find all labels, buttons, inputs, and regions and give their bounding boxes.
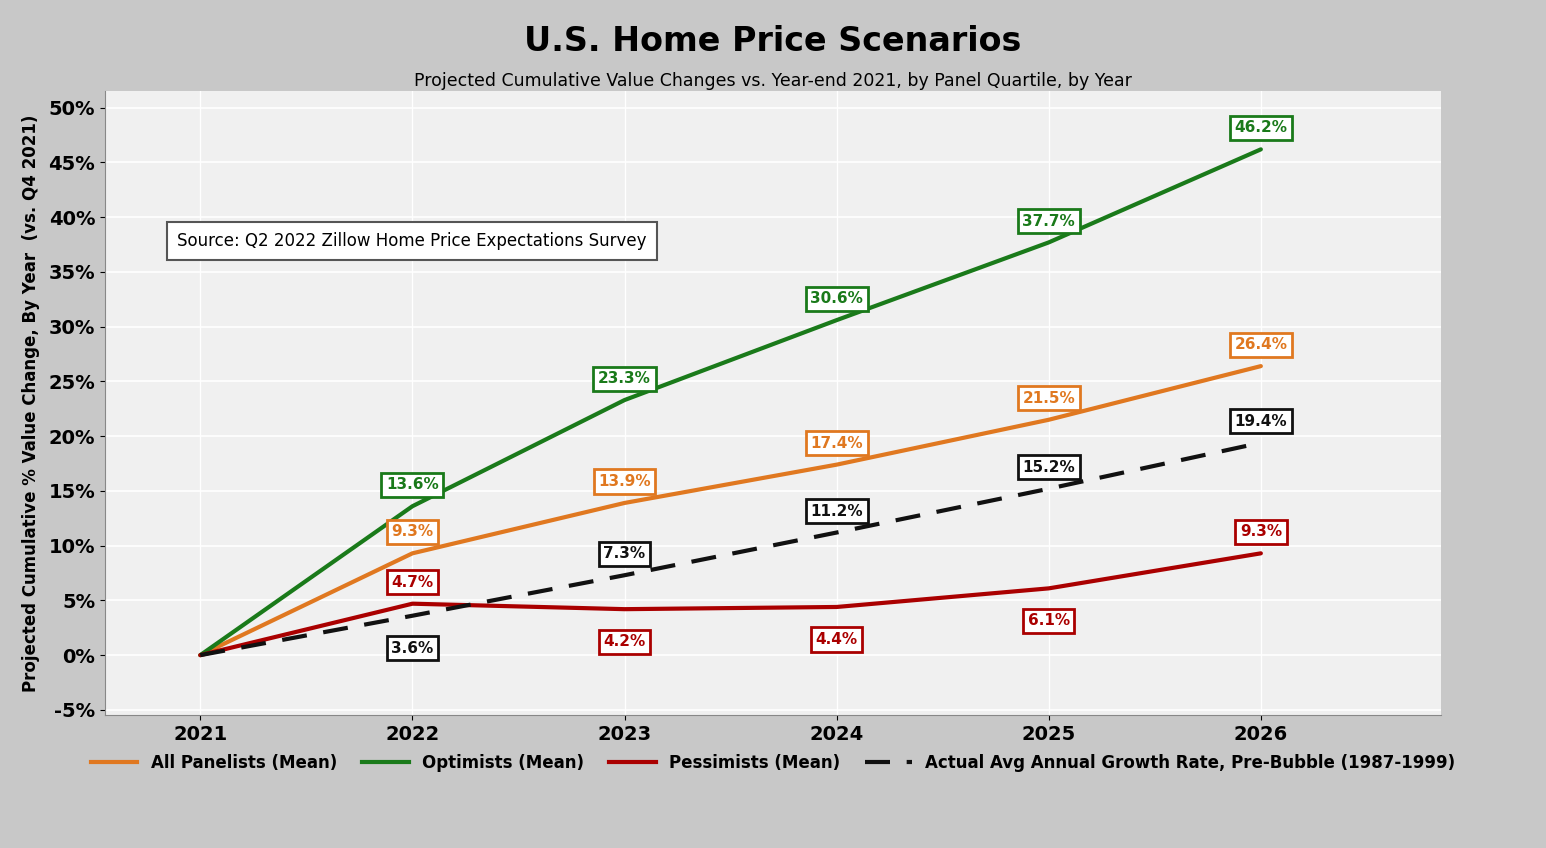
Text: 7.3%: 7.3% (603, 546, 646, 561)
Text: Projected Cumulative Value Changes vs. Year-end 2021, by Panel Quartile, by Year: Projected Cumulative Value Changes vs. Y… (414, 72, 1132, 90)
Text: 13.6%: 13.6% (386, 477, 439, 493)
Text: 11.2%: 11.2% (810, 504, 863, 519)
Text: 3.6%: 3.6% (391, 641, 433, 656)
Text: 46.2%: 46.2% (1234, 120, 1288, 136)
Text: 4.2%: 4.2% (603, 634, 646, 650)
Text: 4.4%: 4.4% (816, 632, 858, 647)
Text: 19.4%: 19.4% (1235, 414, 1288, 429)
Text: 23.3%: 23.3% (598, 371, 651, 386)
Text: 9.3%: 9.3% (1240, 524, 1282, 539)
Legend: All Panelists (Mean), Optimists (Mean), Pessimists (Mean), Actual Avg Annual Gro: All Panelists (Mean), Optimists (Mean), … (83, 747, 1463, 778)
Text: 15.2%: 15.2% (1022, 460, 1074, 475)
Text: 9.3%: 9.3% (391, 524, 433, 539)
Text: 26.4%: 26.4% (1234, 338, 1288, 352)
Text: U.S. Home Price Scenarios: U.S. Home Price Scenarios (524, 25, 1022, 59)
Text: 21.5%: 21.5% (1022, 391, 1074, 406)
Text: Source: Q2 2022 Zillow Home Price Expectations Survey: Source: Q2 2022 Zillow Home Price Expect… (178, 232, 646, 250)
Y-axis label: Projected Cumulative % Value Change, By Year  (vs. Q4 2021): Projected Cumulative % Value Change, By … (22, 114, 40, 692)
Text: 17.4%: 17.4% (810, 436, 863, 451)
Text: 13.9%: 13.9% (598, 474, 651, 489)
Text: 37.7%: 37.7% (1022, 214, 1074, 228)
Text: 30.6%: 30.6% (810, 291, 863, 306)
Text: 4.7%: 4.7% (391, 575, 433, 590)
Text: 6.1%: 6.1% (1028, 613, 1070, 628)
